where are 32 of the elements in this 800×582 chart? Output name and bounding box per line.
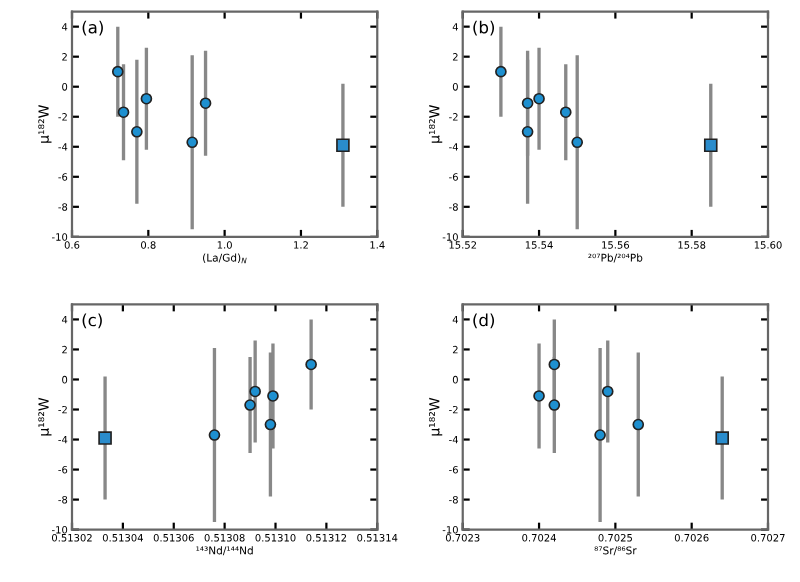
point [495,65,507,78]
point [336,138,350,153]
chart-title: (b) [473,20,495,36]
point [199,97,212,110]
point [601,385,614,398]
point [571,136,584,149]
point [715,431,730,445]
point [98,431,112,445]
point [208,429,221,441]
chart-title: (c) [82,313,102,329]
point [703,138,718,153]
point [521,97,534,110]
point [559,106,572,119]
point [533,92,545,105]
point [521,125,534,138]
point [632,418,645,431]
point [305,358,317,371]
point [264,418,277,431]
point [244,399,256,411]
point [111,65,124,78]
point [548,399,561,411]
point [186,136,199,149]
point [533,390,545,402]
point [267,390,279,402]
point [594,429,606,441]
point [548,358,561,371]
point [140,92,153,105]
chart-title: (d) [473,313,495,329]
point [117,106,130,119]
point [131,125,143,138]
point [249,385,261,398]
chart-title: (a) [82,20,103,36]
